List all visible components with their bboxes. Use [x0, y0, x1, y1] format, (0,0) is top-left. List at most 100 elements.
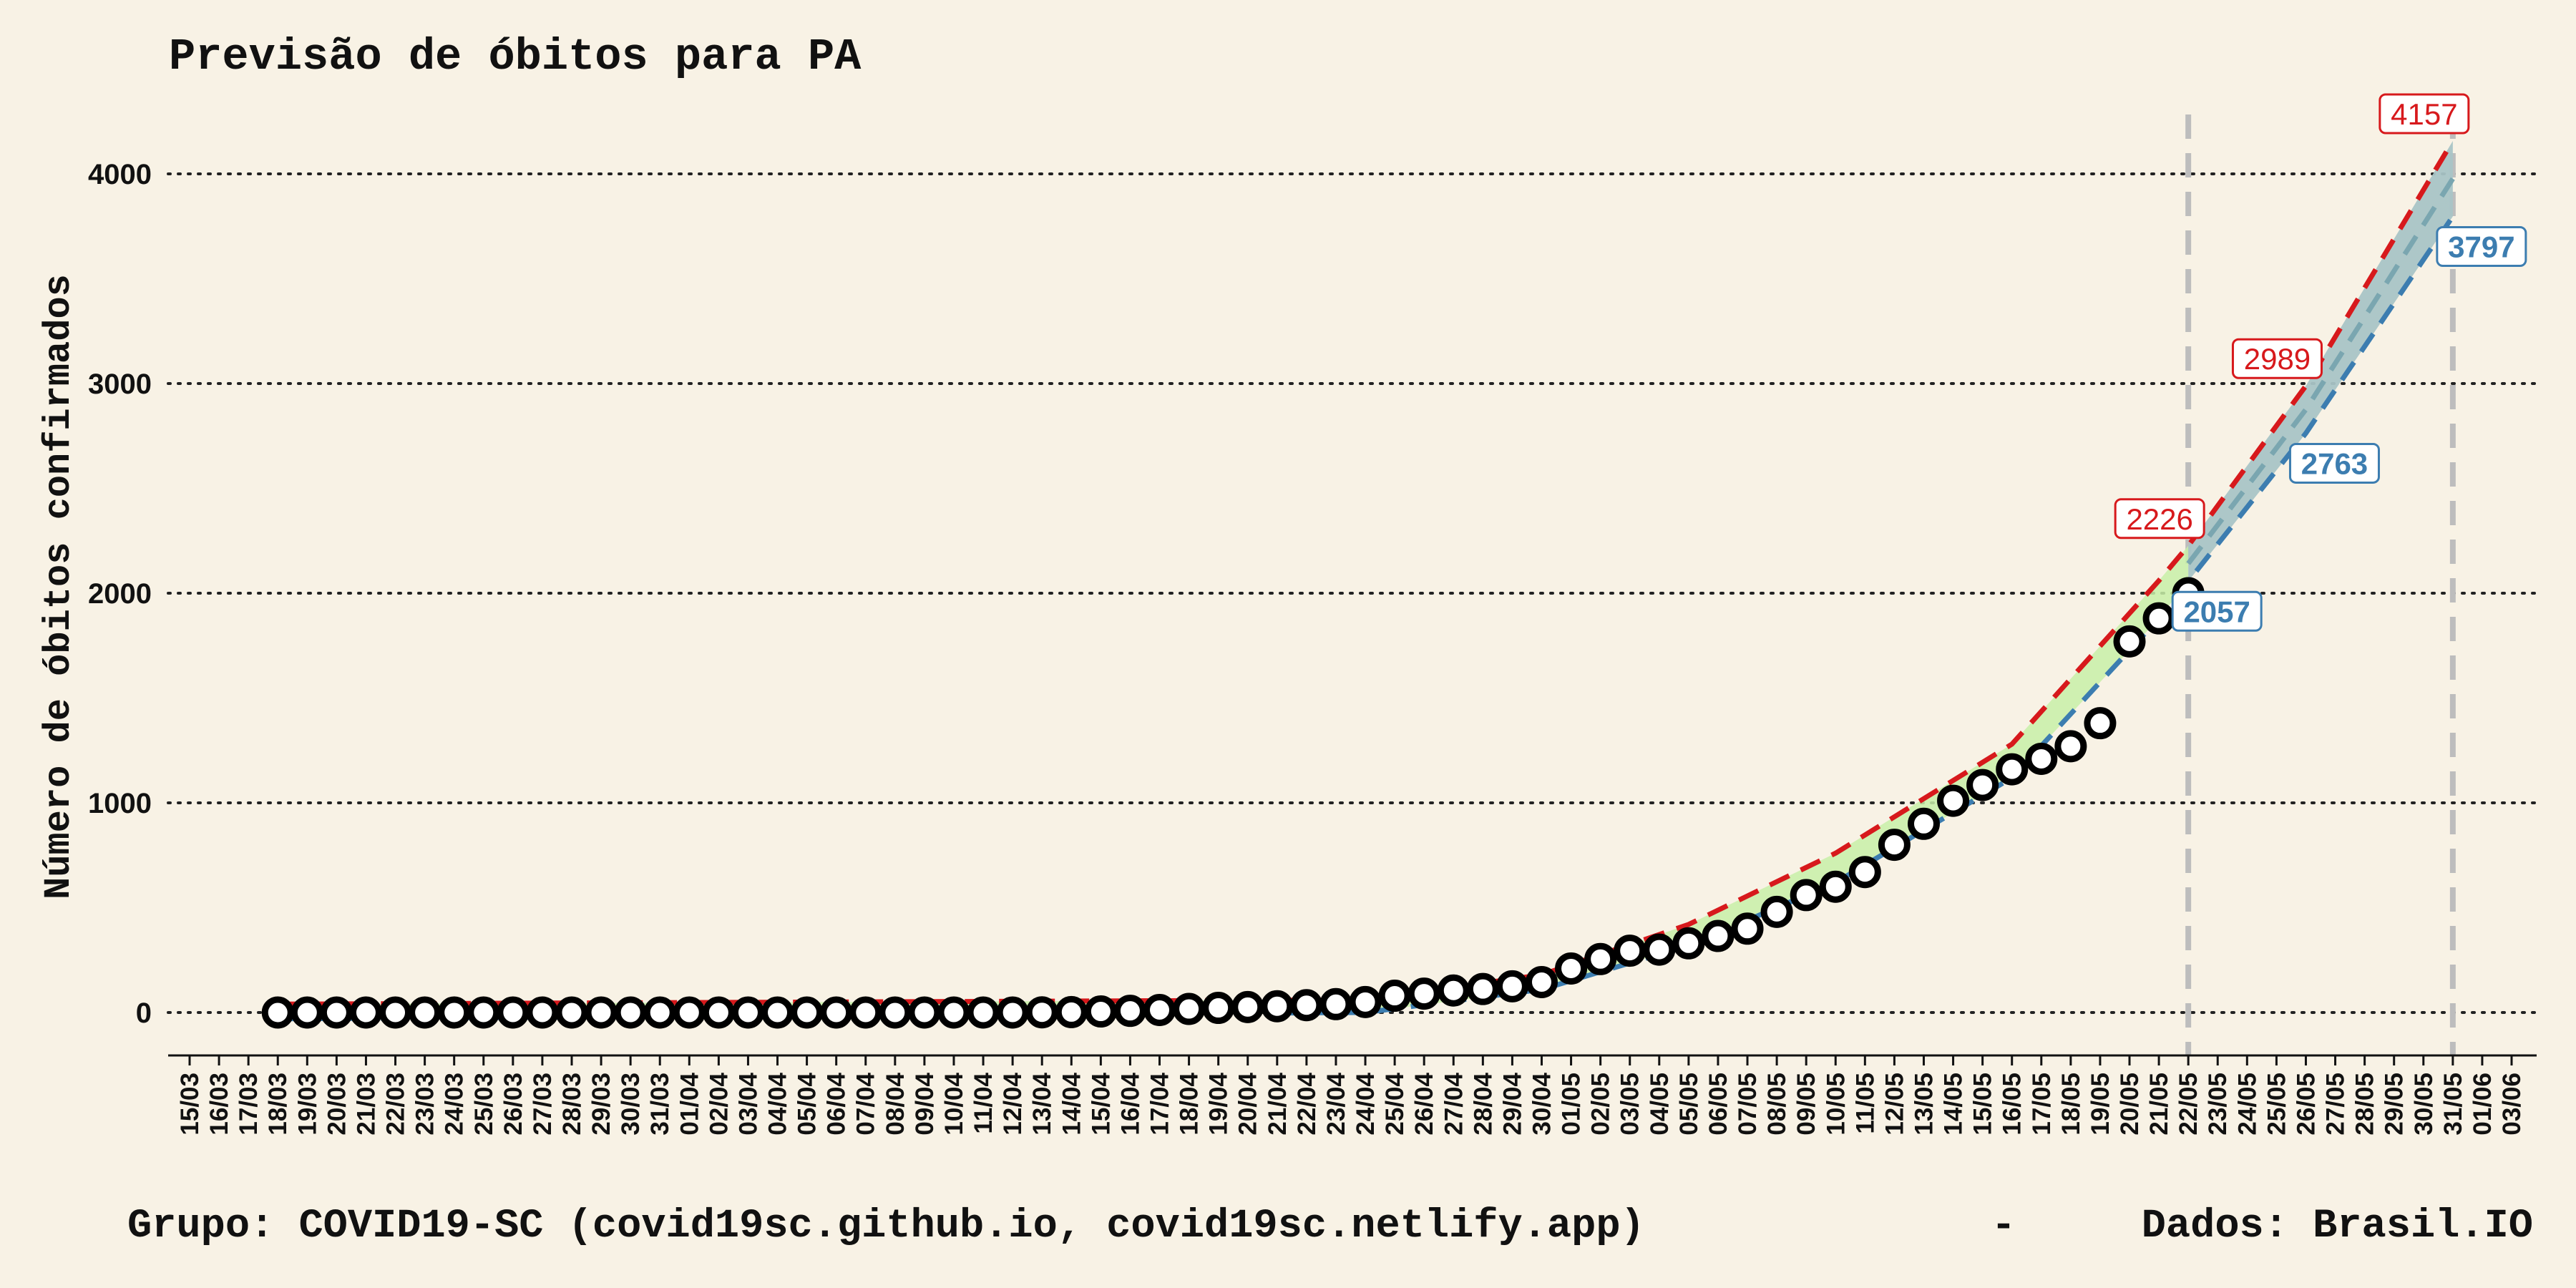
data-point: [1437, 974, 1470, 1007]
data-point: [614, 996, 647, 1029]
x-tick-label: 02/04: [705, 1072, 733, 1135]
data-point: [1878, 829, 1911, 862]
x-tick-label: 18/05: [2057, 1073, 2085, 1136]
x-tick-label: 24/05: [2233, 1073, 2261, 1136]
x-tick-label: 15/05: [1969, 1073, 1997, 1136]
data-point: [1966, 769, 1999, 801]
data-point: [585, 996, 618, 1029]
fit-upper-line: [278, 140, 2455, 1007]
x-tick-label: 13/04: [1028, 1072, 1056, 1135]
x-tick-label: 21/03: [352, 1073, 380, 1136]
data-point: [1378, 980, 1411, 1013]
x-tick-label: 27/05: [2322, 1073, 2350, 1136]
value-label: 4157: [2379, 93, 2470, 135]
y-tick-label: 2000: [88, 578, 152, 610]
data-point: [555, 996, 588, 1029]
data-point: [2084, 707, 2117, 740]
chart-title: Previsão de óbitos para PA: [169, 31, 862, 82]
x-tick-label: 31/05: [2439, 1073, 2467, 1136]
x-tick-label: 21/04: [1264, 1072, 1292, 1135]
x-tick-label: 29/05: [2381, 1073, 2409, 1136]
x-tick-label: 23/04: [1322, 1072, 1350, 1135]
data-point: [2054, 730, 2087, 763]
data-point: [1760, 895, 1793, 928]
value-label: 3797: [2436, 225, 2527, 267]
x-tick-label: 24/03: [441, 1073, 469, 1136]
x-tick-label: 10/04: [940, 1072, 968, 1135]
data-point: [1231, 990, 1264, 1023]
data-point: [2025, 742, 2058, 775]
x-tick-label: 18/04: [1176, 1072, 1204, 1135]
x-tick-label: 17/04: [1146, 1072, 1174, 1135]
x-tick-label: 19/03: [293, 1073, 321, 1136]
x-tick-label: 14/04: [1058, 1072, 1085, 1135]
x-tick-label: 15/03: [176, 1073, 204, 1136]
data-point: [937, 996, 970, 1029]
x-tick-label: 01/05: [1558, 1073, 1586, 1136]
x-tick-label: 11/04: [970, 1072, 997, 1133]
x-tick-label: 20/04: [1234, 1072, 1262, 1135]
x-tick-label: 01/06: [2469, 1073, 2497, 1136]
data-point: [1055, 995, 1088, 1028]
x-tick-label: 11/05: [1851, 1073, 1879, 1134]
x-tick-label: 27/03: [529, 1073, 557, 1136]
x-tick-label: 22/03: [382, 1073, 410, 1136]
data-point: [438, 996, 471, 1029]
x-tick-label: 02/05: [1587, 1073, 1615, 1136]
data-point: [497, 996, 530, 1029]
value-label-text: 4157: [2391, 97, 2457, 131]
data-point: [1584, 942, 1617, 975]
x-tick-label: 29/03: [587, 1073, 615, 1136]
x-tick-label: 20/03: [323, 1073, 351, 1136]
value-label-box: [2288, 442, 2380, 484]
data-point: [1202, 992, 1235, 1025]
x-tick-label: 09/05: [1792, 1073, 1820, 1136]
data-point: [1819, 870, 1852, 903]
data-point: [1319, 987, 1352, 1020]
x-tick-label: 03/06: [2498, 1073, 2526, 1136]
fit-band: [278, 545, 2189, 1019]
data-point: [1731, 912, 1764, 945]
x-tick-label: 08/04: [882, 1072, 909, 1135]
observed-points: [261, 577, 2205, 1029]
x-tick-label: 26/03: [499, 1073, 527, 1136]
data-point: [1261, 990, 1294, 1023]
footer-credit: Grupo: COVID19-SC (covid19sc.github.io, …: [127, 1204, 1645, 1249]
data-point: [1672, 927, 1705, 960]
data-point: [1937, 784, 1970, 817]
data-point: [791, 996, 824, 1029]
data-point: [1614, 935, 1646, 967]
data-point: [673, 996, 706, 1029]
data-point: [1025, 996, 1058, 1029]
value-label-box: [2114, 498, 2205, 540]
x-tick-label: 15/04: [1087, 1072, 1115, 1135]
value-label-text: 2989: [2244, 342, 2311, 376]
data-point: [467, 996, 500, 1029]
y-tick-label: 4000: [88, 159, 152, 190]
data-point: [820, 996, 853, 1029]
x-tick-label: 23/03: [411, 1073, 439, 1136]
y-axis: 0 1000 2000 3000 4000: [88, 159, 152, 1029]
x-tick-label: 21/05: [2145, 1073, 2173, 1136]
x-tick-label: 16/04: [1116, 1072, 1144, 1135]
value-label: 2763: [2288, 442, 2380, 484]
value-label-box: [2436, 225, 2527, 267]
x-tick-label: 01/04: [675, 1072, 703, 1135]
data-point: [1907, 807, 1940, 840]
data-point: [761, 996, 794, 1029]
data-point: [261, 996, 294, 1029]
x-tick-label: 30/04: [1528, 1072, 1556, 1135]
data-point: [349, 996, 382, 1029]
x-tick-label: 25/05: [2263, 1073, 2290, 1136]
data-point: [1790, 879, 1823, 912]
x-tick-label: 22/04: [1293, 1072, 1321, 1135]
x-tick-label: 30/03: [617, 1073, 645, 1136]
x-tick-label: 04/04: [764, 1072, 792, 1135]
value-labels: 2226 2057 2989 2763 4157 3797: [2114, 93, 2527, 632]
x-tick-label: 26/04: [1410, 1072, 1438, 1135]
forecast-band: [2188, 140, 2453, 582]
data-point: [291, 996, 323, 1029]
value-label-box: [2231, 338, 2323, 379]
data-point: [526, 996, 559, 1029]
